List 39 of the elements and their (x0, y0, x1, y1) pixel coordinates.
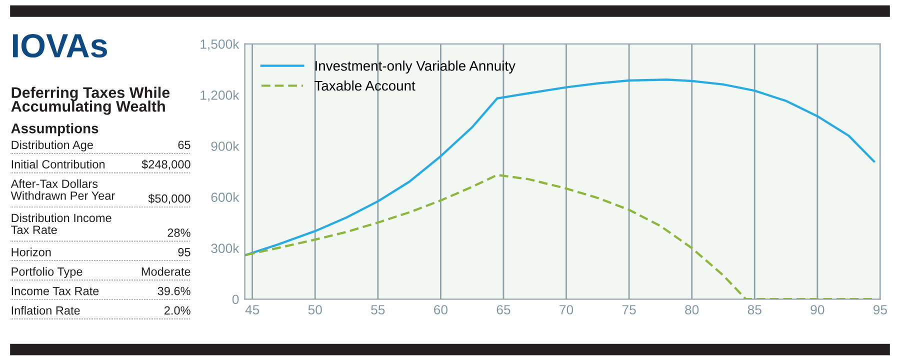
text: Portfolio Type (12, 267, 82, 278)
y-tick-label: 0 (232, 294, 239, 304)
text: $248,000 (142, 160, 190, 170)
text: Moderate (142, 267, 190, 276)
x-tick-label: 80 (685, 305, 699, 314)
legend-label: Taxable Account (314, 80, 416, 91)
text: Deferring Taxes While Accumulating Wealth (11, 86, 170, 115)
y-tick-label: 300k (211, 243, 240, 254)
text: Assumptions (11, 123, 98, 136)
text: After-Tax Dollars Withdrawn Per Year (10, 179, 115, 200)
x-tick-label: 95 (873, 305, 887, 314)
y-tick-label: 600k (211, 192, 240, 202)
text: 39.6% (158, 286, 190, 296)
y-tick-label: 1,500k (200, 39, 240, 50)
x-tick-label: 90 (810, 305, 824, 314)
text: 28% (168, 228, 190, 237)
text: Inflation Rate (12, 306, 80, 315)
x-tick-label: 65 (496, 305, 510, 314)
text: 95 (178, 248, 190, 256)
x-tick-label: 50 (308, 305, 322, 314)
line-series (244, 78, 876, 256)
text: Income Tax Rate (12, 286, 99, 296)
y-tick-label: 1,200k (200, 90, 240, 102)
text: $50,000 (148, 194, 190, 204)
x-tick-label: 70 (560, 305, 574, 314)
x-tick-label: 75 (622, 305, 636, 314)
x-tick-label: 55 (371, 305, 385, 314)
x-tick-label: 60 (434, 305, 448, 314)
text: Initial Contribution (12, 160, 105, 169)
legend-label: Investment-only Variable Annuity (316, 60, 516, 74)
text: 2.0% (164, 306, 190, 315)
x-tick-label: 85 (748, 305, 762, 314)
y-tick-label: 900k (211, 141, 240, 151)
chart-title: IOVAs (13, 34, 108, 58)
text: Horizon (12, 248, 51, 256)
text: Distribution Income Tax Rate (11, 213, 112, 234)
text: Distribution Age (12, 140, 93, 152)
x-tick-label: 45 (245, 305, 260, 314)
text: 65 (178, 140, 190, 150)
